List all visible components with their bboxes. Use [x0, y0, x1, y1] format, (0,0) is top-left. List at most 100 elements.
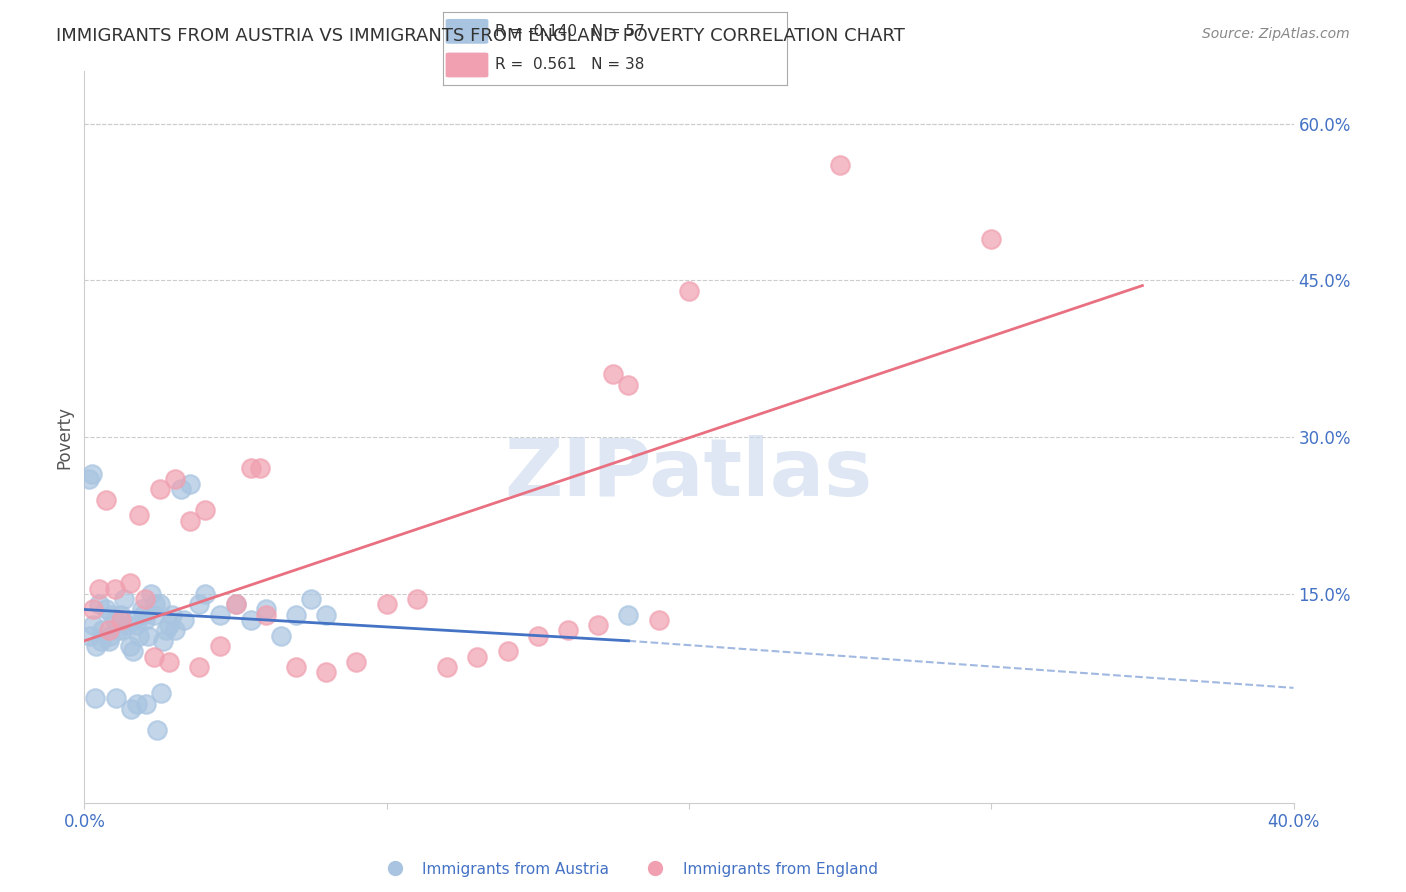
Point	[209, 639, 232, 653]
Point	[89, 582, 111, 596]
FancyBboxPatch shape	[446, 54, 488, 77]
Point	[97, 624, 120, 638]
Point	[82, 602, 104, 616]
Point	[254, 607, 277, 622]
Point	[160, 607, 183, 622]
Point	[115, 618, 138, 632]
Point	[249, 461, 271, 475]
Point	[150, 686, 173, 700]
Point	[91, 624, 114, 638]
Point	[149, 483, 172, 497]
Point	[128, 508, 150, 523]
Point	[157, 618, 180, 632]
Point	[496, 644, 519, 658]
Point	[77, 472, 100, 486]
Point	[104, 582, 127, 596]
Point	[557, 624, 579, 638]
Point	[980, 231, 1002, 245]
Point	[97, 633, 120, 648]
Point	[239, 613, 262, 627]
Point	[120, 702, 142, 716]
Point	[315, 665, 337, 680]
Point	[110, 613, 132, 627]
Point	[80, 467, 103, 481]
Point	[209, 607, 232, 622]
Text: IMMIGRANTS FROM AUSTRIA VS IMMIGRANTS FROM ENGLAND POVERTY CORRELATION CHART: IMMIGRANTS FROM AUSTRIA VS IMMIGRANTS FR…	[56, 27, 905, 45]
Point	[125, 618, 148, 632]
Point	[678, 284, 700, 298]
Point	[299, 592, 322, 607]
Point	[254, 602, 277, 616]
Point	[170, 483, 193, 497]
Point	[118, 576, 141, 591]
Point	[132, 607, 155, 622]
Point	[346, 655, 368, 669]
Point	[112, 592, 135, 607]
Point	[111, 624, 134, 638]
Point	[134, 592, 156, 607]
Point	[436, 660, 458, 674]
Point	[179, 477, 201, 491]
Point	[239, 461, 262, 475]
Point	[285, 607, 308, 622]
Point	[105, 691, 128, 706]
Point	[145, 597, 167, 611]
Point	[104, 613, 127, 627]
Point	[602, 368, 624, 382]
Text: Source: ZipAtlas.com: Source: ZipAtlas.com	[1202, 27, 1350, 41]
Point	[135, 697, 157, 711]
Point	[194, 503, 217, 517]
Point	[142, 607, 165, 622]
Point	[194, 587, 217, 601]
Point	[94, 602, 117, 616]
Point	[285, 660, 308, 674]
Point	[122, 613, 145, 627]
Point	[134, 613, 156, 627]
Point	[90, 633, 112, 648]
Point	[110, 607, 132, 622]
Point	[188, 660, 211, 674]
Point	[139, 587, 162, 601]
Point	[270, 629, 292, 643]
Point	[225, 597, 247, 611]
Point	[527, 629, 550, 643]
Point	[165, 624, 187, 638]
Point	[107, 624, 129, 638]
Point	[648, 613, 671, 627]
Point	[86, 639, 108, 653]
Point	[89, 597, 111, 611]
Text: ZIPatlas: ZIPatlas	[505, 434, 873, 513]
Point	[82, 618, 104, 632]
Legend: Immigrants from Austria, Immigrants from England: Immigrants from Austria, Immigrants from…	[374, 855, 883, 883]
Point	[152, 633, 174, 648]
FancyBboxPatch shape	[446, 20, 488, 43]
Point	[98, 629, 121, 643]
Point	[121, 644, 143, 658]
Text: R =  0.561   N = 38: R = 0.561 N = 38	[495, 57, 644, 72]
Point	[157, 655, 180, 669]
Point	[146, 723, 169, 737]
Point	[173, 613, 195, 627]
Point	[128, 629, 150, 643]
Point	[830, 158, 852, 172]
Point	[127, 697, 149, 711]
Point	[149, 597, 172, 611]
Point	[467, 649, 489, 664]
Point	[131, 602, 153, 616]
Point	[165, 472, 187, 486]
Point	[79, 629, 101, 643]
Point	[375, 597, 398, 611]
Y-axis label: Poverty: Poverty	[55, 406, 73, 468]
Point	[588, 618, 610, 632]
Point	[118, 639, 141, 653]
Point	[94, 492, 117, 507]
Text: R = -0.140   N = 57: R = -0.140 N = 57	[495, 24, 644, 39]
Point	[142, 649, 165, 664]
Point	[155, 624, 177, 638]
Point	[315, 607, 337, 622]
Point	[179, 514, 201, 528]
Point	[225, 597, 247, 611]
Point	[617, 607, 640, 622]
Point	[406, 592, 429, 607]
Point	[100, 607, 122, 622]
